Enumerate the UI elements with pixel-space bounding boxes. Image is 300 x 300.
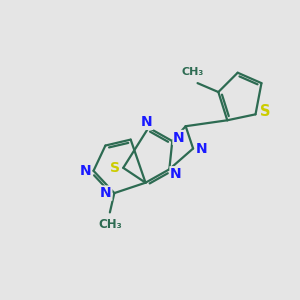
Text: N: N — [100, 186, 112, 200]
Text: N: N — [196, 142, 207, 155]
Text: CH₃: CH₃ — [182, 67, 204, 76]
Text: N: N — [141, 116, 153, 129]
Text: S: S — [260, 104, 270, 119]
Text: N: N — [80, 164, 91, 178]
Text: N: N — [170, 167, 182, 181]
Text: CH₃: CH₃ — [98, 218, 122, 231]
Text: S: S — [110, 161, 120, 175]
Text: N: N — [173, 130, 184, 145]
